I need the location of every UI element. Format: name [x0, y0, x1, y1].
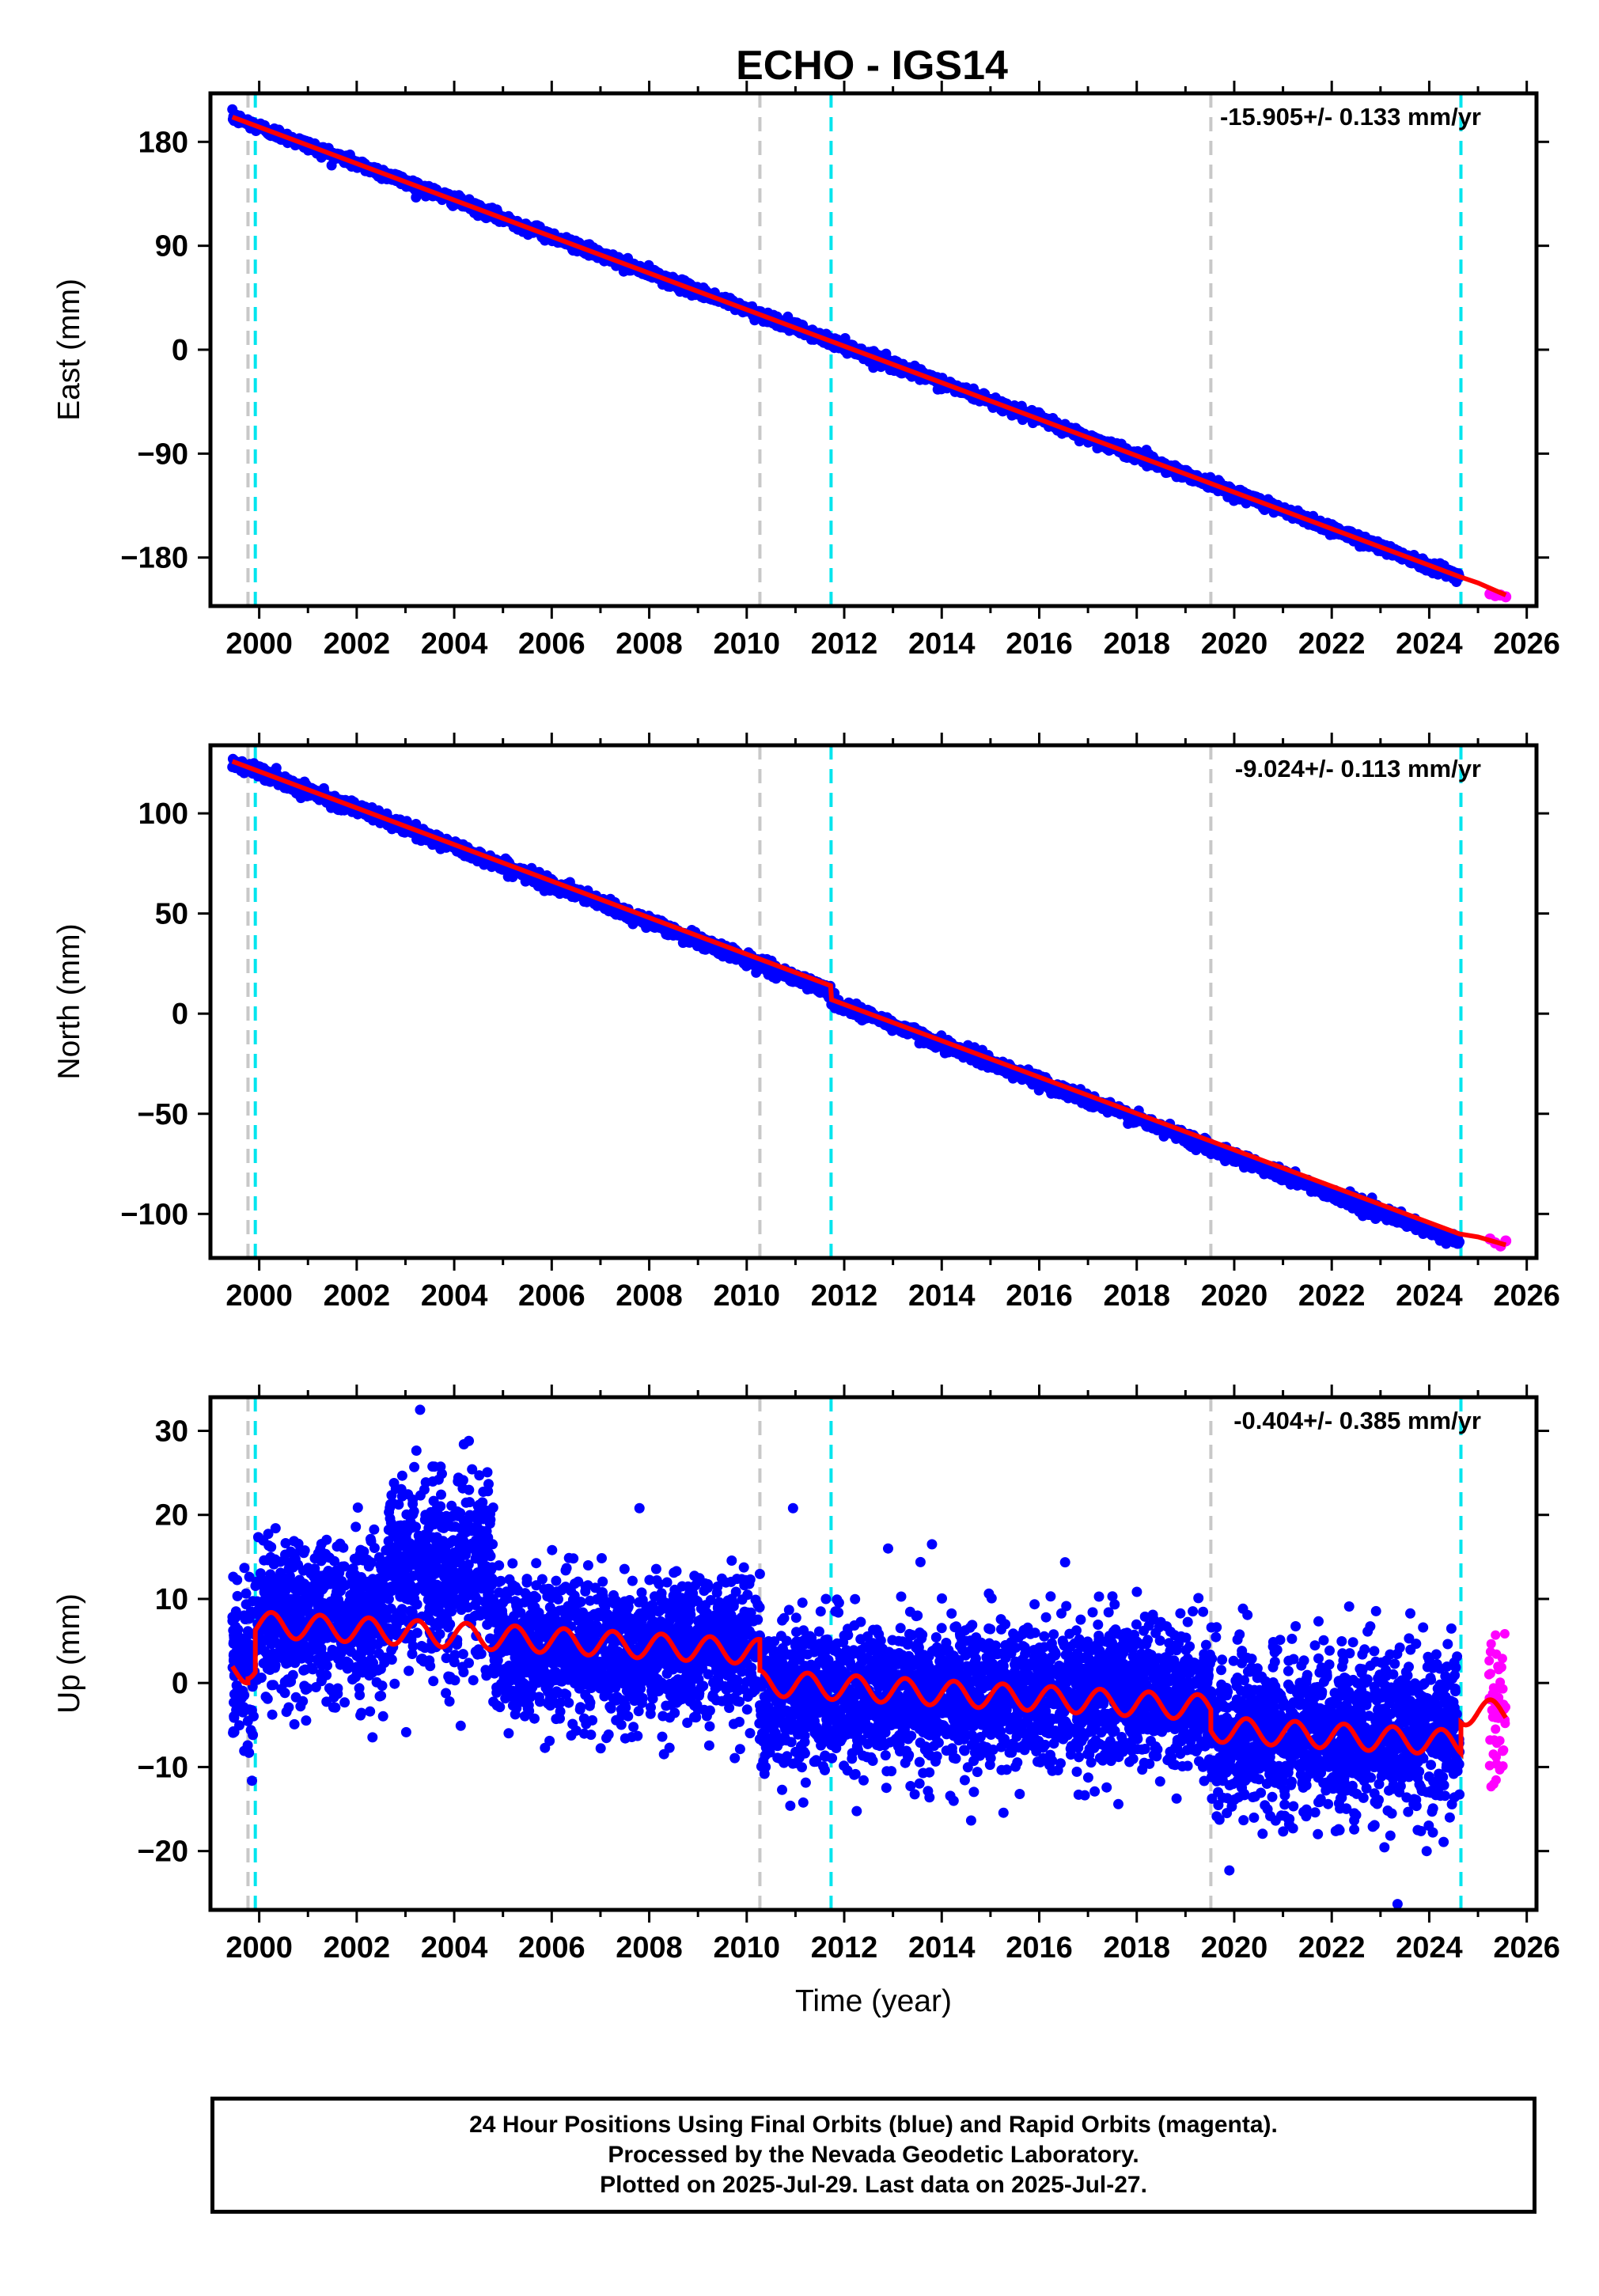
y-tick-label: −100	[120, 1198, 188, 1231]
y-tick-label: −180	[120, 542, 188, 575]
x-tick-label: 2000	[225, 627, 293, 661]
x-tick-label: 2018	[1103, 1279, 1170, 1313]
y-axis-label: North (mm)	[52, 923, 86, 1079]
plot-area-east	[227, 93, 1512, 606]
x-tick-label: 2026	[1493, 1279, 1560, 1313]
x-tick-label: 2012	[811, 627, 878, 661]
rate-label: -15.905+/- 0.133 mm/yr	[1220, 103, 1481, 131]
x-tick-label: 2014	[908, 1279, 976, 1313]
y-tick-label: 180	[138, 126, 188, 159]
y-tick-label: 0	[172, 998, 188, 1031]
y-tick-label: 90	[155, 230, 188, 263]
panels: 2000 2002 2004 2006 2008 2010 2012 2014 2016 2018…	[52, 81, 1560, 2018]
panel-frame-east	[208, 91, 1539, 608]
x-tick-label: 2008	[616, 1279, 683, 1313]
x-tick-label: 2008	[616, 627, 683, 661]
x-tick-label: 2002	[324, 1279, 391, 1313]
x-tick-label: 2024	[1396, 627, 1463, 661]
x-tick-label: 2016	[1006, 627, 1073, 661]
x-tick-label: 2004	[421, 627, 488, 661]
x-tick-label: 2018	[1103, 627, 1170, 661]
final-point	[839, 333, 851, 343]
x-tick-label: 2000	[225, 1279, 293, 1313]
y-tick-label: 0	[172, 334, 188, 367]
y-tick-label: −90	[138, 438, 188, 471]
x-tick-label: 2020	[1201, 1279, 1268, 1313]
x-tick-label: 2010	[714, 1279, 781, 1313]
x-tick-label: 2012	[811, 1279, 878, 1313]
x-tick-label: 2020	[1201, 627, 1268, 661]
x-tick-label: 2004	[421, 1279, 488, 1313]
y-axis-label: East (mm)	[52, 278, 86, 421]
panel-east: 2000 2002 2004 2006 2008 2010 2012 2014 2016 2018…	[52, 81, 1560, 661]
y-tick-label: 50	[155, 898, 188, 931]
panel-north: 2000 2002 2004 2006 2008 2010 2012 2014 2016 2018…	[52, 733, 1560, 1313]
plot-area-north	[227, 745, 1512, 1258]
model-line-east	[231, 115, 1507, 597]
x-tick-label: 2024	[1396, 1279, 1463, 1313]
y-tick-label: −50	[138, 1098, 188, 1131]
y-tick-label: 100	[138, 798, 188, 831]
x-tick-label: 2006	[518, 627, 585, 661]
x-tick-label: 2016	[1006, 1279, 1073, 1313]
x-tick-label: 2022	[1298, 1279, 1366, 1313]
figure-title: ECHO - IGS14	[736, 43, 1008, 89]
x-tick-label: 2014	[908, 627, 976, 661]
x-tick-label: 2010	[714, 627, 781, 661]
x-tick-label: 2026	[1493, 627, 1560, 661]
x-tick-label: 2022	[1298, 627, 1366, 661]
x-tick-label: 2006	[518, 1279, 585, 1313]
x-tick-label: 2002	[324, 627, 391, 661]
